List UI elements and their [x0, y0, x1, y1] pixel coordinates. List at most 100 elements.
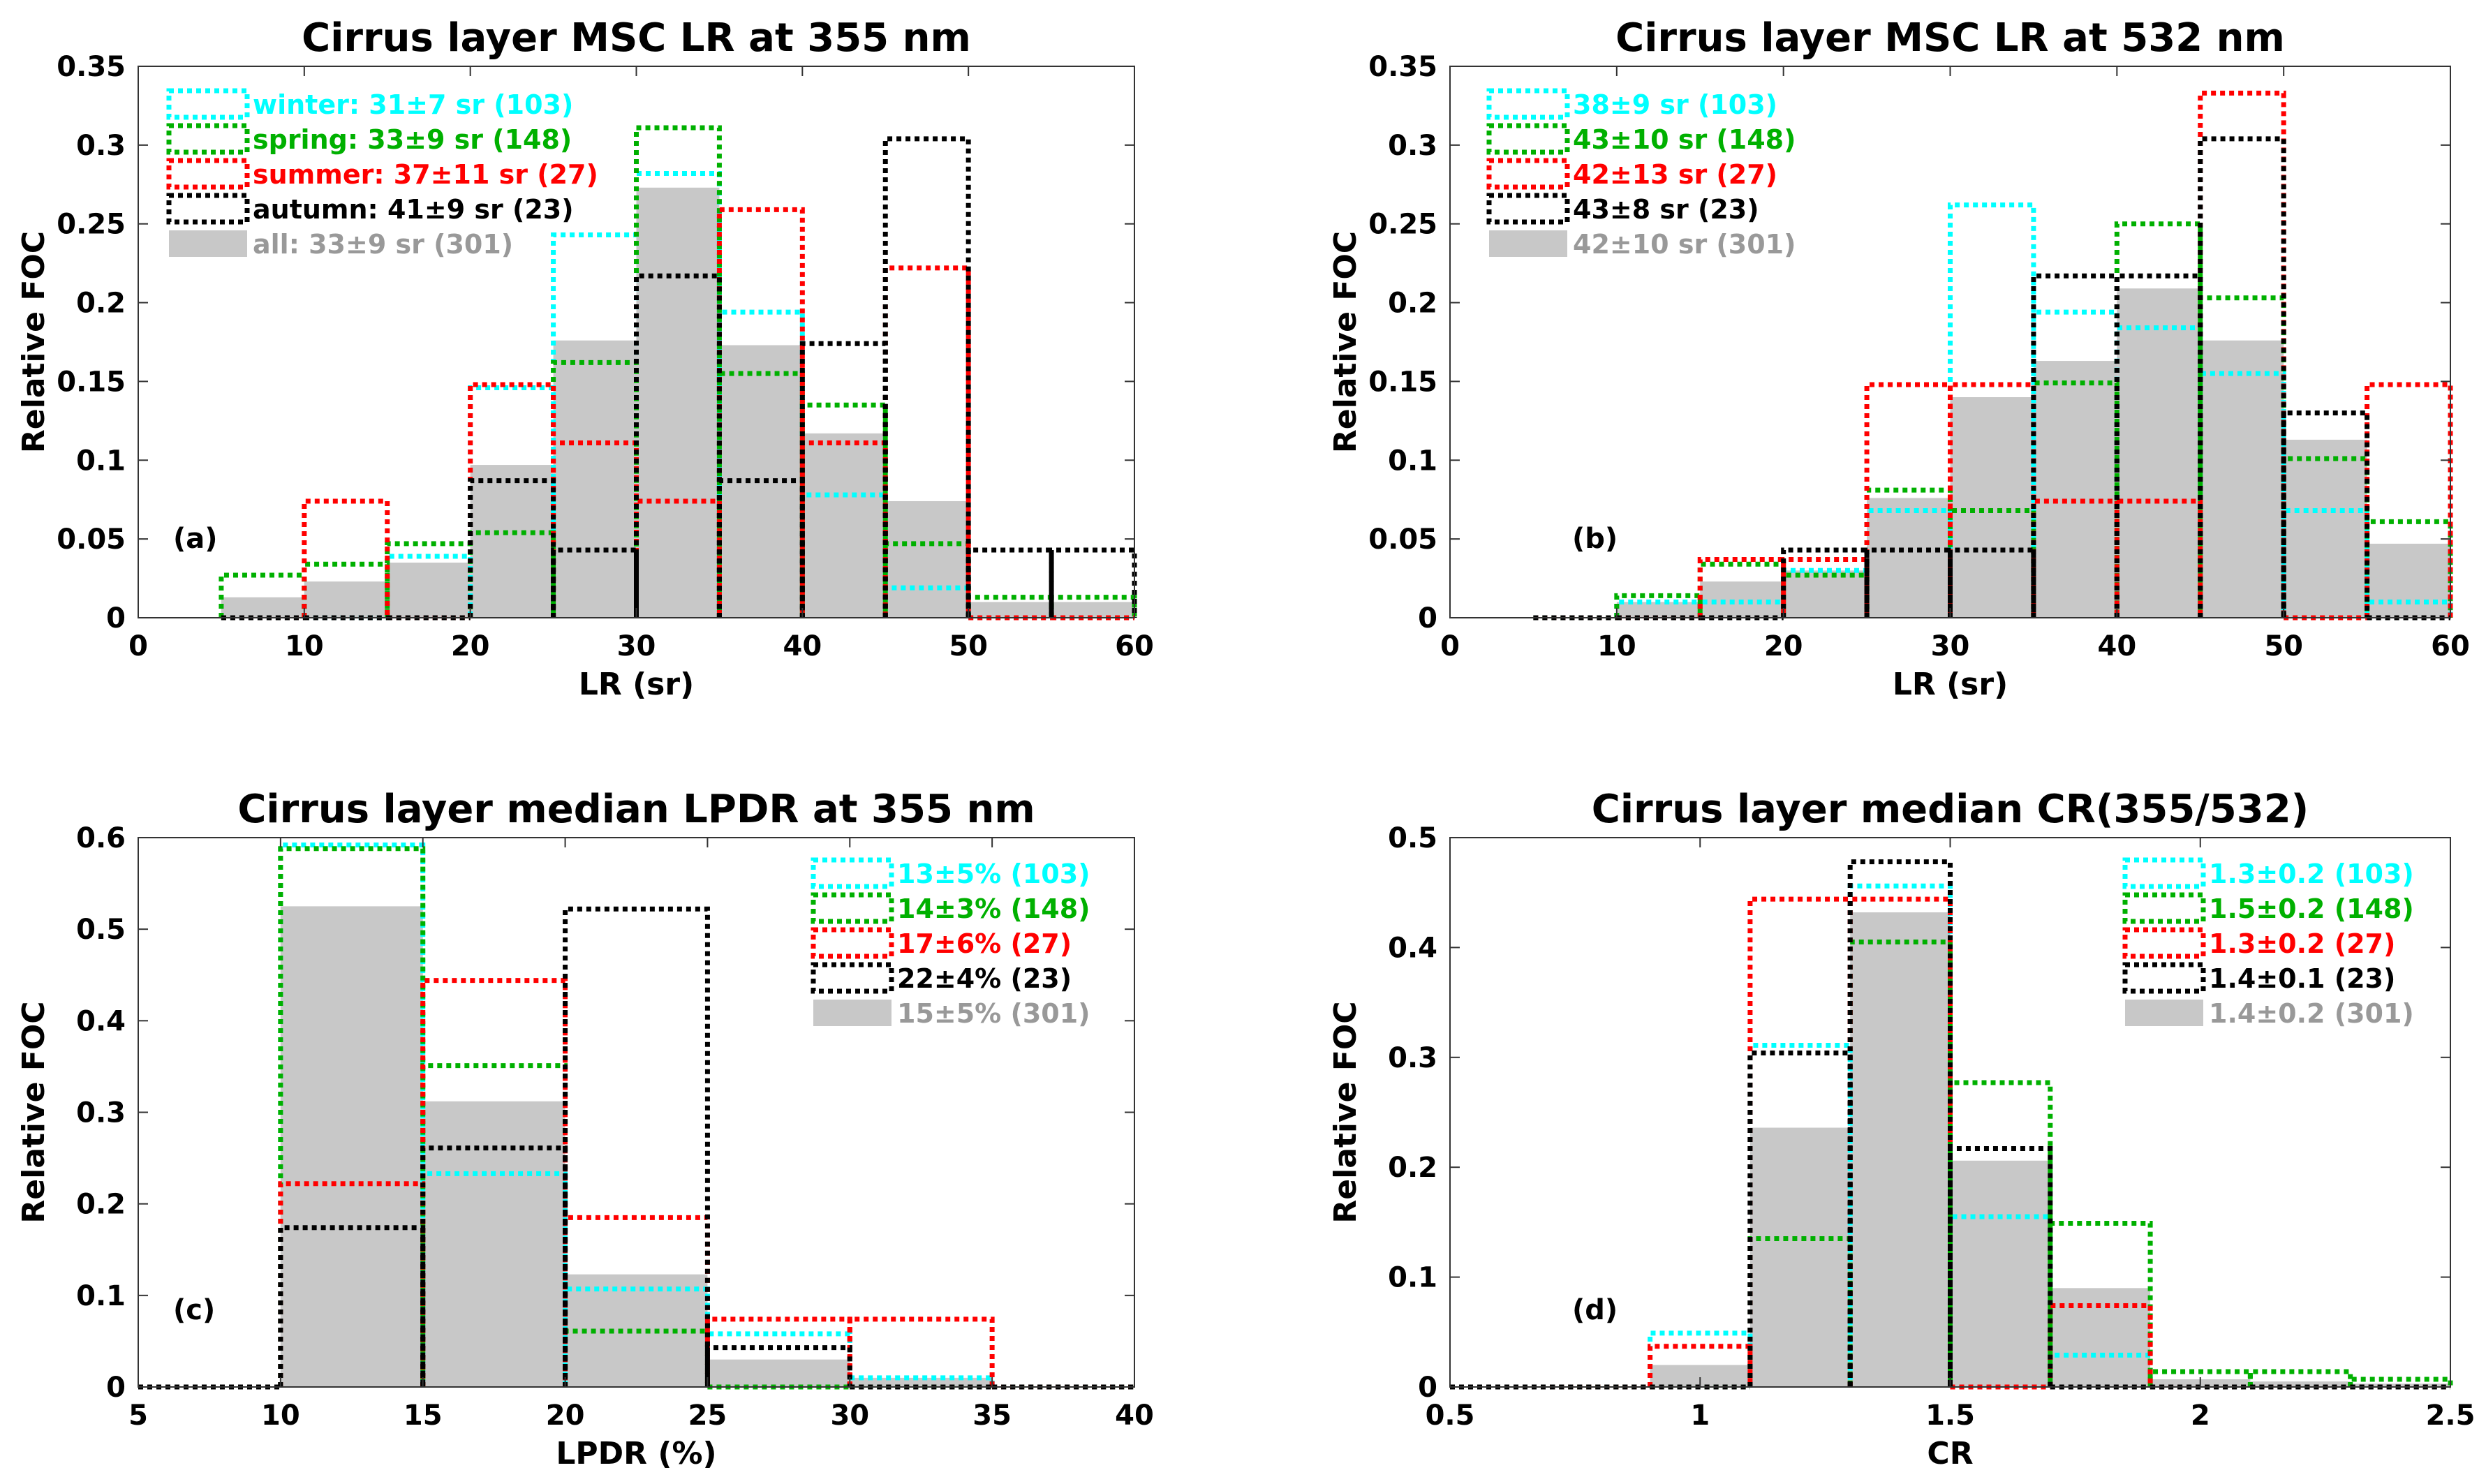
bar-summer-4	[551, 440, 639, 618]
panel-label: (b)	[1572, 523, 1618, 555]
chart-title: Cirrus layer MSC LR at 355 nm	[302, 15, 971, 61]
bar-all-4	[1850, 912, 1951, 1387]
legend-swatch-spring	[2122, 892, 2206, 924]
legend-swatch-all	[813, 1000, 891, 1026]
chart-panel-3: 5 10 15 20 25 30 35 40 0 0.1 0.2 0.3 0.4 0.5 0.6 Cirrus…	[16, 787, 1154, 1471]
bar-autumn-6	[2031, 273, 2119, 618]
bar-summer-5	[1948, 382, 2036, 618]
bar-all-7	[2117, 288, 2200, 618]
y-tick-label: 0.25	[1368, 209, 1437, 241]
legend: 1.3±0.2 (103) 1.5±0.2 (148) 1.3±0.2 (27) 1.…	[2122, 857, 2414, 1029]
legend-label-summer: 1.3±0.2 (27)	[2209, 928, 2395, 959]
y-tick-label: 0.2	[1388, 1152, 1437, 1184]
bar-all-9	[968, 602, 1052, 618]
y-tick-label: 0.05	[1368, 524, 1437, 556]
legend-swatch-all	[1489, 230, 1567, 257]
x-tick-label: 40	[1115, 1400, 1154, 1432]
legend-swatch-summer	[1486, 158, 1570, 190]
x-tick-label: 15	[404, 1400, 443, 1432]
legend-label-summer: 17±6% (27)	[897, 928, 1072, 959]
chart-panel-2: 0 10 20 30 40 50 60 0 0.05 0.1 0.15 0.2 0.25 0.3 0.35 C…	[1328, 15, 2470, 702]
legend-label-winter: 38±9 sr (103)	[1573, 89, 1777, 120]
bar-summer-8	[2198, 90, 2286, 618]
x-tick-label: 40	[2097, 630, 2136, 662]
bar-spring-5	[1948, 1080, 2053, 1387]
legend-swatch-spring	[811, 892, 894, 924]
chart-title: Cirrus layer median CR(355/532)	[1592, 787, 2309, 832]
bar-spring-6	[2031, 380, 2119, 618]
y-tick-label: 0.1	[1388, 445, 1437, 477]
legend-swatch-all	[2125, 1000, 2203, 1026]
bar-all-5	[850, 1377, 993, 1387]
bar-spring-6	[2048, 1220, 2153, 1387]
bar-summer-4	[1847, 896, 1953, 1387]
bar-all-10	[1051, 602, 1134, 618]
bar-winter-4	[1864, 508, 1953, 618]
y-tick-label: 0.3	[76, 1097, 126, 1129]
x-tick-label: 20	[1764, 630, 1803, 662]
bar-all-5	[1950, 397, 2034, 618]
chart-panel-4: 0.5 1 1.5 2 2.5 0 0.1 0.2 0.3 0.4 0.5 Cirrus layer …	[1328, 787, 2475, 1471]
legend-swatch-winter	[811, 857, 894, 889]
bar-all-8	[2250, 1381, 2351, 1387]
y-tick-label: 0.15	[1368, 366, 1437, 398]
y-tick-label: 0.3	[1388, 1042, 1437, 1074]
bar-autumn-4	[551, 547, 639, 618]
bar-winter-5	[1948, 202, 2036, 618]
legend: 13±5% (103) 14±3% (148) 17±6% (27) 22±4% (2…	[811, 857, 1090, 1029]
x-tick-label: 1.5	[1925, 1400, 1975, 1432]
legend-label-all: 15±5% (301)	[897, 998, 1090, 1029]
legend-label-all: 1.4±0.2 (301)	[2209, 998, 2414, 1029]
bar-spring-1	[1614, 593, 1703, 618]
y-tick-label: 0.6	[76, 822, 126, 854]
chart-title: Cirrus layer MSC LR at 532 nm	[1615, 15, 2285, 61]
bar-summer-10	[2365, 382, 2453, 618]
bar-all-3	[1783, 570, 1867, 618]
bar-all-2	[422, 1101, 565, 1387]
y-tick-label: 0.4	[76, 1005, 126, 1037]
bar-spring-9	[2281, 456, 2370, 618]
legend-swatch-summer	[2122, 927, 2206, 959]
bar-spring-3	[468, 530, 556, 618]
bar-all-8	[885, 500, 969, 618]
bar-summer-2	[1697, 556, 1786, 618]
bar-all-6	[2050, 1288, 2151, 1387]
x-tick-label: 50	[2264, 630, 2303, 662]
x-tick-label: 10	[285, 630, 324, 662]
bar-summer-3	[468, 382, 556, 618]
bar-spring-7	[2114, 221, 2203, 618]
bar-winter-10	[2365, 599, 2453, 618]
x-tick-label: 30	[1931, 630, 1970, 662]
bar-autumn-8	[2198, 136, 2286, 618]
y-tick-label: 0.3	[76, 130, 126, 162]
x-tick-label: 30	[617, 630, 656, 662]
x-tick-label: 0.5	[1426, 1400, 1475, 1432]
chart-title: Cirrus layer median LPDR at 355 nm	[237, 787, 1035, 832]
bar-all-10	[2367, 543, 2450, 618]
legend-swatch-winter	[1486, 88, 1570, 120]
x-tick-label: 30	[830, 1400, 869, 1432]
legend-label-spring: 14±3% (148)	[897, 893, 1090, 924]
y-tick-label: 0.05	[57, 524, 126, 556]
x-tick-label: 0	[128, 630, 148, 662]
bar-spring-7	[2147, 1369, 2253, 1387]
legend-label-spring: 1.5±0.2 (148)	[2209, 893, 2414, 924]
x-tick-label: 50	[949, 630, 988, 662]
bar-summer-4	[1864, 382, 1953, 618]
bar-spring-5	[1948, 508, 2036, 618]
bar-spring-1	[278, 846, 426, 1387]
bar-autumn-5	[1948, 1145, 2053, 1387]
x-axis-label: LR (sr)	[1893, 667, 2008, 702]
legend-label-spring: spring: 33±9 sr (148)	[253, 124, 572, 155]
legend: winter: 31±7 sr (103) spring: 33±9 sr (14…	[166, 88, 598, 260]
legend-label-winter: winter: 31±7 sr (103)	[253, 89, 573, 120]
x-tick-label: 2	[2191, 1400, 2210, 1432]
x-tick-label: 20	[546, 1400, 585, 1432]
bar-spring-8	[2247, 1369, 2353, 1387]
bar-summer-4	[704, 1316, 852, 1387]
bar-winter-2	[1648, 1330, 1753, 1387]
y-axis-label: Relative FOC	[1328, 1001, 1363, 1223]
y-tick-label: 0.2	[76, 1189, 126, 1221]
legend-swatch-winter	[166, 88, 250, 120]
legend-swatch-spring	[166, 123, 250, 155]
